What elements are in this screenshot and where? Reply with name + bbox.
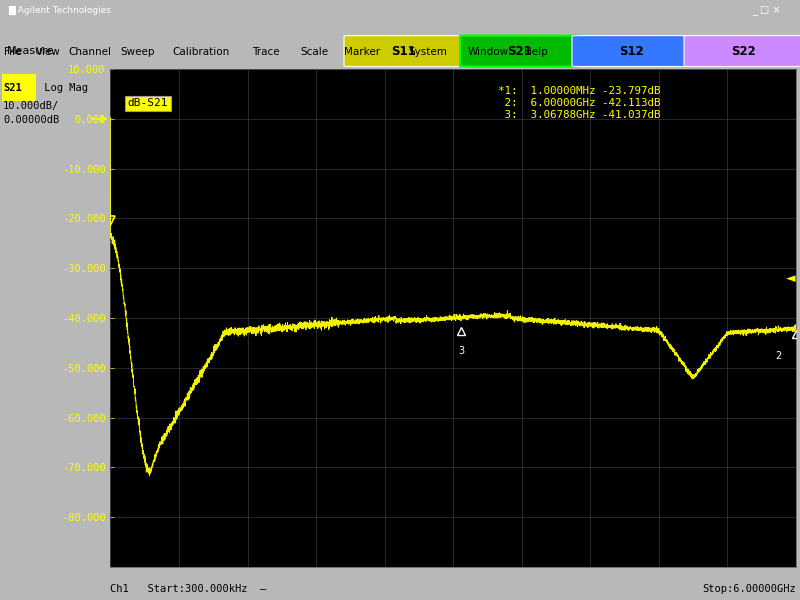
- Text: S21: S21: [508, 44, 532, 58]
- Text: View: View: [36, 47, 61, 58]
- Text: Sweep: Sweep: [120, 47, 154, 58]
- Text: Scale: Scale: [300, 47, 328, 58]
- Text: Channel: Channel: [68, 47, 111, 58]
- Text: S12: S12: [620, 44, 644, 58]
- Text: Window: Window: [468, 47, 509, 58]
- Text: 3: 3: [458, 346, 464, 356]
- Text: █ Agilent Technologies: █ Agilent Technologies: [8, 6, 111, 15]
- Text: Log Mag: Log Mag: [38, 83, 88, 93]
- Text: Stop:6.00000GHz: Stop:6.00000GHz: [702, 584, 796, 594]
- Text: ◄: ◄: [786, 272, 795, 286]
- FancyBboxPatch shape: [344, 35, 464, 67]
- Text: Help: Help: [524, 47, 548, 58]
- Text: *1:  1.00000MHz -23.797dB
 2:  6.00000GHz -42.113dB
 3:  3.06788GHz -41.037dB: *1: 1.00000MHz -23.797dB 2: 6.00000GHz -…: [498, 86, 660, 119]
- Text: Measure: Measure: [6, 46, 54, 56]
- Text: 0.00000dB: 0.00000dB: [3, 115, 59, 125]
- FancyBboxPatch shape: [572, 35, 692, 67]
- Text: Ch1   Start:300.000kHz  —: Ch1 Start:300.000kHz —: [110, 584, 266, 594]
- Text: dB-S21: dB-S21: [127, 98, 168, 109]
- Text: S22: S22: [732, 44, 756, 58]
- Text: File: File: [4, 47, 22, 58]
- Text: 10.000dB/: 10.000dB/: [3, 101, 59, 112]
- Text: Trace: Trace: [252, 47, 280, 58]
- Text: S21: S21: [3, 83, 22, 93]
- Text: System: System: [408, 47, 447, 58]
- Text: S11: S11: [392, 44, 416, 58]
- FancyBboxPatch shape: [684, 35, 800, 67]
- Text: 2: 2: [776, 351, 782, 361]
- Text: Marker: Marker: [344, 47, 380, 58]
- Text: Calibration: Calibration: [172, 47, 230, 58]
- FancyBboxPatch shape: [460, 35, 580, 67]
- Bar: [2, 74, 36, 101]
- Text: _ □ ×: _ □ ×: [752, 5, 781, 16]
